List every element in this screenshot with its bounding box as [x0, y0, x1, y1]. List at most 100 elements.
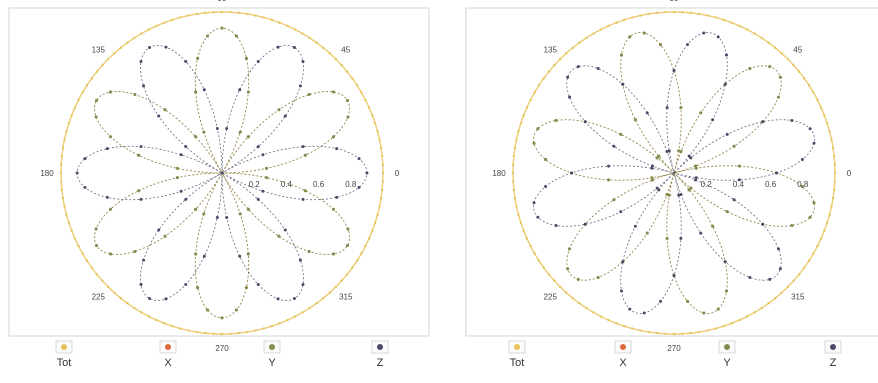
data-point: [544, 158, 548, 162]
data-point: [140, 311, 143, 314]
data-point: [220, 316, 224, 320]
data-point: [277, 234, 281, 238]
data-point: [163, 322, 166, 325]
data-point: [60, 180, 63, 183]
data-point: [244, 56, 248, 60]
data-point: [83, 157, 87, 161]
data-point: [576, 277, 580, 281]
data-point: [301, 32, 304, 35]
data-point: [803, 266, 806, 269]
data-point: [768, 277, 772, 281]
data-point: [519, 122, 523, 125]
data-point: [833, 180, 836, 183]
data-point: [101, 279, 104, 282]
data-point: [723, 82, 727, 86]
data-point: [585, 36, 588, 40]
data-point: [85, 84, 89, 87]
data-point: [672, 10, 676, 14]
legend-item-y: Y: [718, 340, 736, 369]
data-point: [105, 195, 109, 199]
data-point: [286, 318, 289, 322]
data-point: [376, 213, 379, 216]
legend-label: Tot: [57, 357, 72, 369]
data-point: [697, 330, 701, 334]
data-point: [139, 197, 143, 201]
legend-item-tot: Tot: [55, 340, 73, 369]
data-point: [702, 311, 706, 315]
data-point: [164, 297, 168, 301]
legend-marker: [724, 344, 730, 350]
data-point: [148, 46, 152, 50]
legend-item-x: X: [614, 340, 632, 369]
data-point: [315, 302, 318, 305]
data-point: [254, 329, 257, 332]
data-point: [768, 65, 772, 69]
data-point: [378, 138, 381, 141]
data-point: [679, 149, 683, 153]
data-point: [139, 282, 143, 286]
data-point: [816, 98, 819, 102]
data-point: [706, 14, 709, 17]
data-point: [360, 91, 363, 94]
data-point: [725, 53, 729, 57]
data-point: [81, 252, 84, 255]
data-point: [612, 144, 616, 148]
data-point: [229, 332, 232, 335]
legend-marker: [377, 344, 383, 350]
data-point: [689, 11, 693, 15]
data-point: [119, 296, 122, 300]
data-point: [558, 57, 562, 61]
data-point: [767, 302, 770, 305]
data-point: [142, 258, 146, 262]
polar-chart-1: 90 45 0 315 270 225 180 135 0.2 0.4 0.6 0.8 Tot X Y Z: [8, 0, 430, 369]
data-point: [315, 41, 318, 44]
data-point: [225, 216, 229, 220]
data-point: [379, 196, 383, 200]
data-point: [780, 52, 783, 55]
data-point: [714, 327, 717, 330]
data-point: [568, 247, 572, 251]
data-point: [331, 252, 335, 256]
data-point: [262, 327, 265, 330]
angle-tick-label: 225: [544, 293, 558, 302]
data-point: [679, 193, 683, 197]
series-tot: [511, 10, 837, 336]
data-point: [553, 64, 556, 67]
data-point: [155, 24, 158, 28]
data-point: [292, 46, 296, 50]
data-point: [367, 237, 371, 240]
data-point: [730, 21, 733, 24]
data-point: [532, 141, 536, 145]
data-point: [778, 267, 782, 271]
angle-tick-label: 0: [395, 169, 400, 178]
data-point: [187, 14, 190, 17]
data-point: [345, 273, 349, 276]
data-point: [681, 11, 684, 14]
data-point: [381, 163, 384, 166]
data-point: [542, 77, 545, 80]
data-point: [262, 16, 265, 19]
data-point: [196, 56, 200, 60]
data-point: [113, 291, 116, 294]
series-line: [533, 32, 815, 314]
data-point: [334, 285, 338, 289]
data-point: [194, 252, 198, 256]
data-point: [570, 171, 574, 175]
angle-tick-label: 90: [670, 0, 679, 3]
angle-tick-label: 180: [40, 169, 54, 178]
data-point: [565, 291, 568, 294]
data-point: [607, 24, 610, 28]
legend-item-z: Z: [824, 340, 842, 369]
data-point: [694, 164, 698, 168]
data-point: [256, 282, 260, 286]
data-point: [694, 176, 698, 180]
data-point: [61, 146, 65, 150]
data-point: [70, 229, 73, 232]
data-point: [220, 10, 224, 14]
data-point: [345, 70, 349, 73]
data-point: [179, 327, 182, 330]
data-point: [512, 188, 516, 192]
legend-item-x: X: [159, 340, 177, 369]
data-point: [75, 171, 79, 175]
